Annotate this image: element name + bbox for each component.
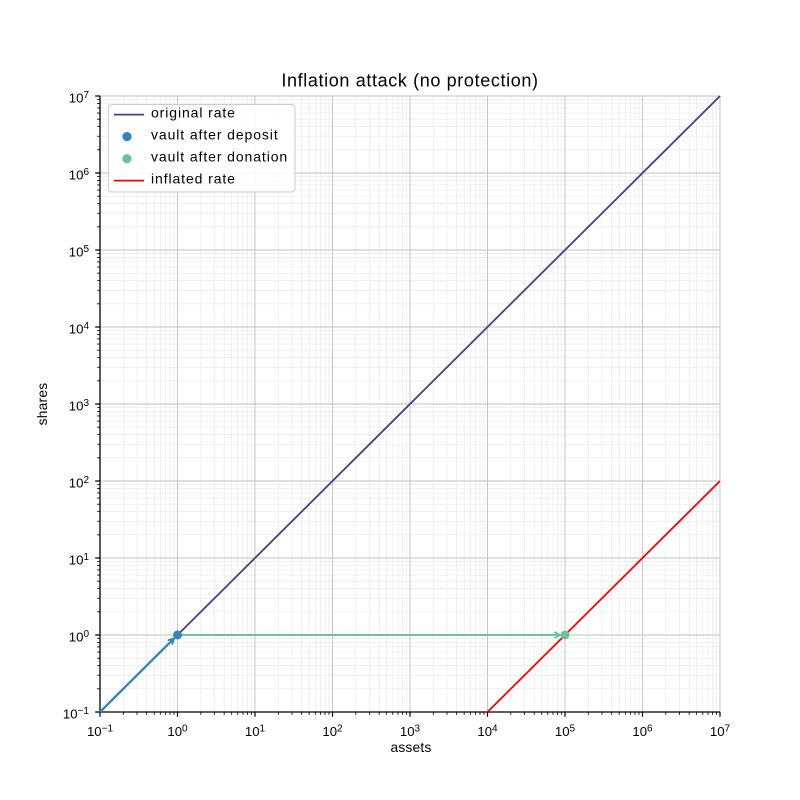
svg-text:Inflation attack (no protectio: Inflation attack (no protection) — [281, 71, 538, 91]
svg-text:assets: assets — [390, 740, 431, 755]
svg-text:original rate: original rate — [151, 105, 236, 121]
svg-text:inflated rate: inflated rate — [151, 171, 236, 187]
svg-text:vault after donation: vault after donation — [151, 149, 288, 165]
svg-text:shares: shares — [35, 383, 50, 426]
svg-text:vault after deposit: vault after deposit — [151, 127, 279, 143]
